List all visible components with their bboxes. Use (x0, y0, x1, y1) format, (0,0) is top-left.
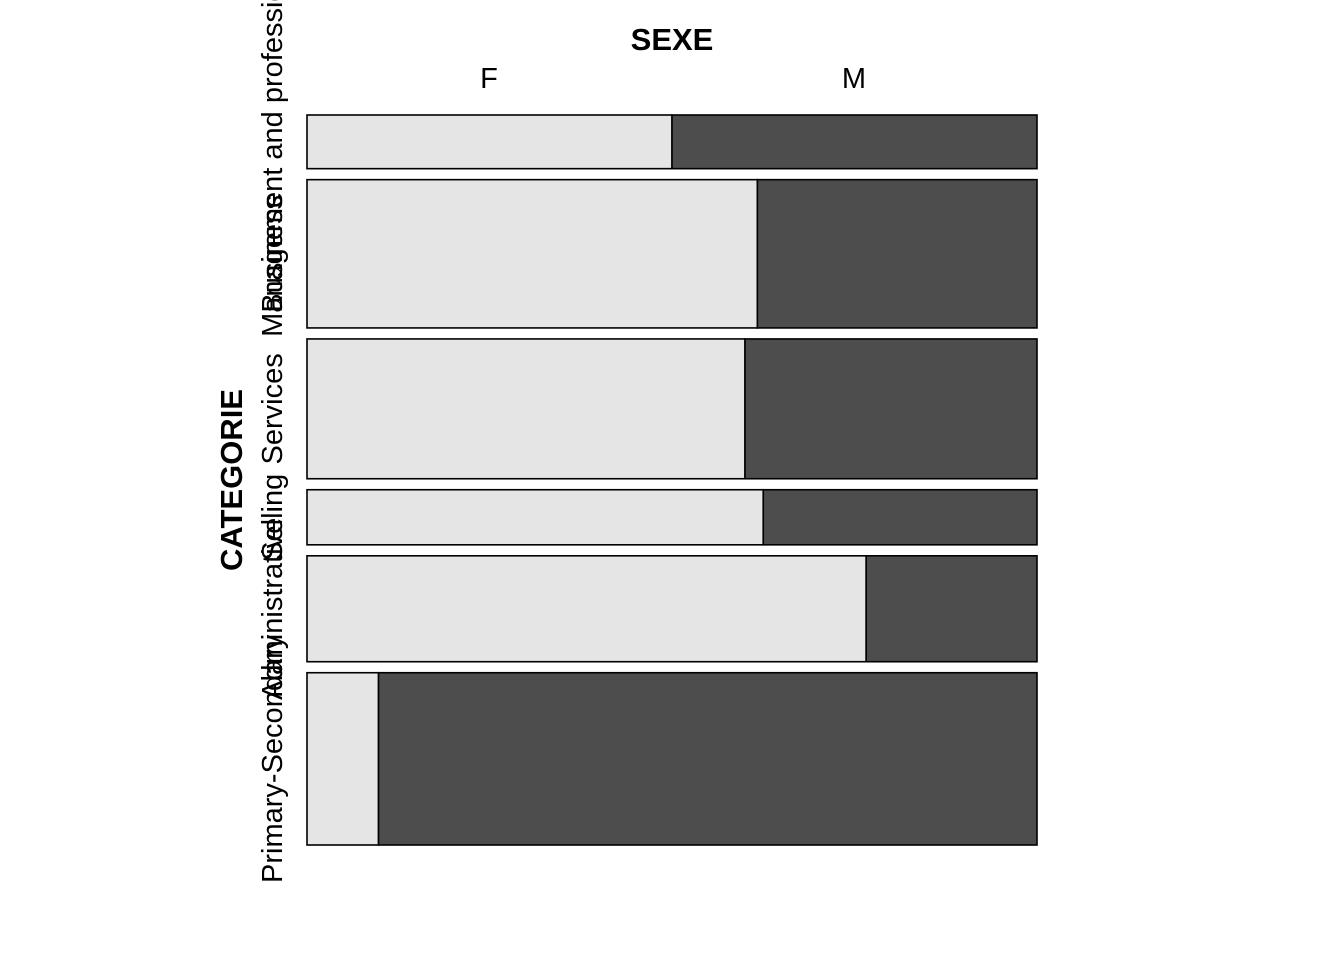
x-variable-title: SEXE (631, 22, 714, 57)
y-tick-label-business: Business (257, 195, 289, 313)
tile-services-m (744, 338, 1038, 480)
y-variable-title: CATEGORIE (214, 389, 249, 571)
y-tick-label-primary-secondary: Primary-Secondary (257, 634, 289, 883)
tile-primary-secondary-f (306, 671, 380, 846)
tile-business-m (756, 178, 1038, 329)
y-tick-label-administrative: Administrative (257, 518, 289, 700)
tile-management-and-professional-f (306, 114, 673, 170)
mosaic-tiles (306, 114, 1038, 846)
tile-administrative-f (306, 555, 867, 663)
tile-business-f (306, 178, 759, 329)
x-tick-label-f: F (480, 63, 498, 95)
y-tick-label-services: Services (257, 353, 289, 464)
tile-primary-secondary-m (377, 671, 1038, 846)
tile-services-f (306, 338, 746, 480)
tile-selling-m (762, 488, 1038, 546)
tile-selling-f (306, 488, 765, 546)
tile-management-and-professional-m (671, 114, 1038, 170)
y-tick-label-selling: Selling (257, 474, 289, 561)
y-tick-label-management-and-professional: Management and professional (257, 0, 289, 337)
x-tick-label-m: M (842, 63, 866, 95)
tile-administrative-m (865, 555, 1038, 663)
